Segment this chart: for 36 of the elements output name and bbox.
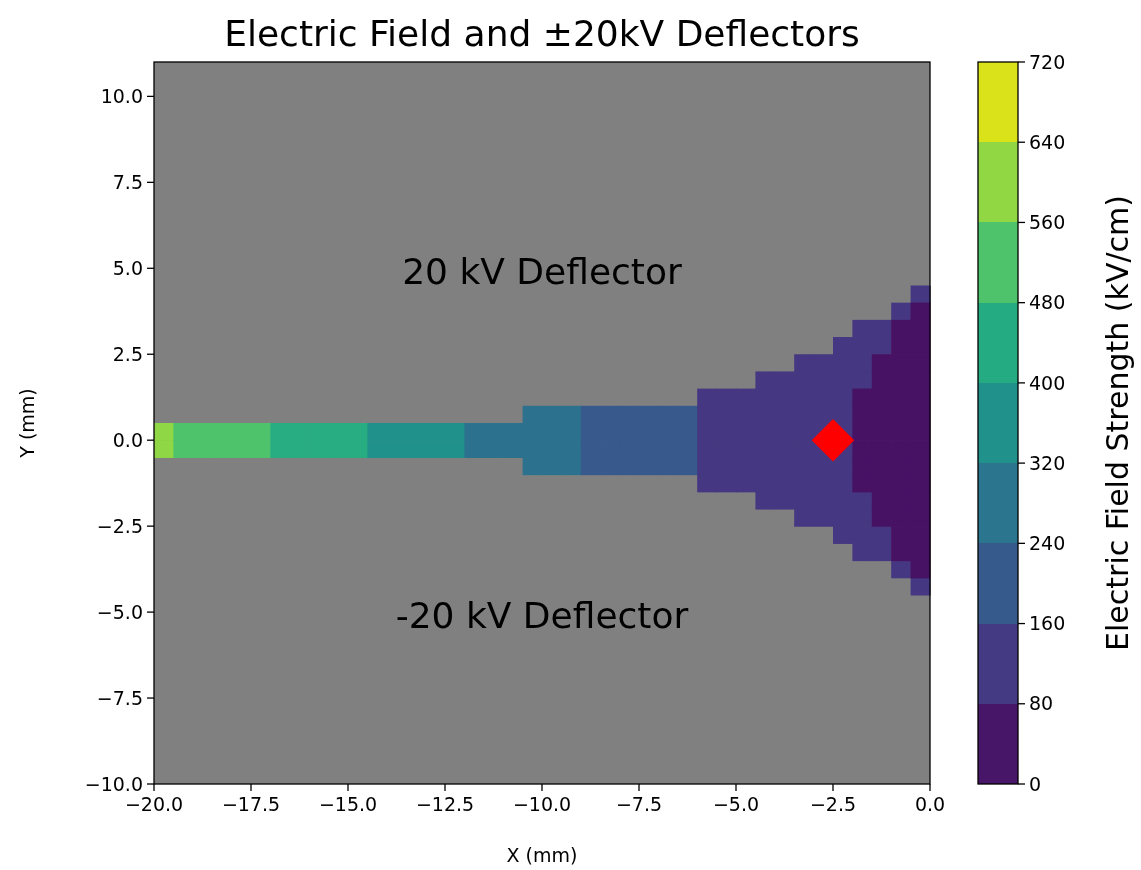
color-bar-label: 720	[1029, 50, 1066, 73]
color-bar-label: 560	[1029, 211, 1066, 234]
color-bar-label: 480	[1029, 291, 1066, 314]
annotation: 20 kV Deflector	[402, 250, 682, 292]
y-tick-label: −10.0	[84, 772, 143, 795]
y-tick-label: 0.0	[112, 428, 143, 451]
color-bar-label: 320	[1029, 451, 1066, 474]
x-tick-label: 0.0	[914, 793, 946, 815]
y-tick-label: −7.5	[96, 686, 143, 709]
x-tick-label: −17.5	[221, 793, 281, 815]
y-tick-label: −5.0	[96, 600, 143, 623]
y-axis-title: Y (mm)	[16, 388, 38, 459]
color-bar-title: Electric Field Strength (kV/cm)	[1100, 195, 1135, 651]
y-tick-label: 5.0	[112, 256, 143, 279]
y-tick-label: 2.5	[112, 342, 143, 365]
point	[154, 440, 174, 458]
x-axis-title: X (mm)	[506, 844, 578, 866]
x-tick-label: −15.0	[318, 793, 378, 815]
color-bar-label: 400	[1029, 371, 1066, 394]
y-tick-label: 10.0	[100, 85, 143, 108]
x-tick-label: −12.5	[415, 793, 475, 815]
x-tick-label: −5.0	[712, 793, 760, 815]
x-tick-label: −2.5	[809, 793, 857, 815]
x-tick-label: −20.0	[124, 793, 184, 815]
color-bar-label: 80	[1029, 692, 1054, 715]
chart-title: Electric Field and ±20kV Deflectors	[224, 13, 860, 54]
point	[811, 418, 855, 462]
x-tick-label: −7.5	[615, 793, 663, 815]
annotation: -20 kV Deflector	[395, 594, 689, 636]
y-tick-label: 7.5	[112, 170, 143, 193]
y-tick-label: −2.5	[96, 514, 143, 537]
color-bar-label: 640	[1029, 130, 1066, 153]
color-bar-label: 160	[1029, 612, 1066, 635]
color-bar-label: 0	[1029, 772, 1042, 795]
color-bar-label: 240	[1029, 531, 1066, 554]
x-tick-label: −10.0	[512, 793, 572, 815]
